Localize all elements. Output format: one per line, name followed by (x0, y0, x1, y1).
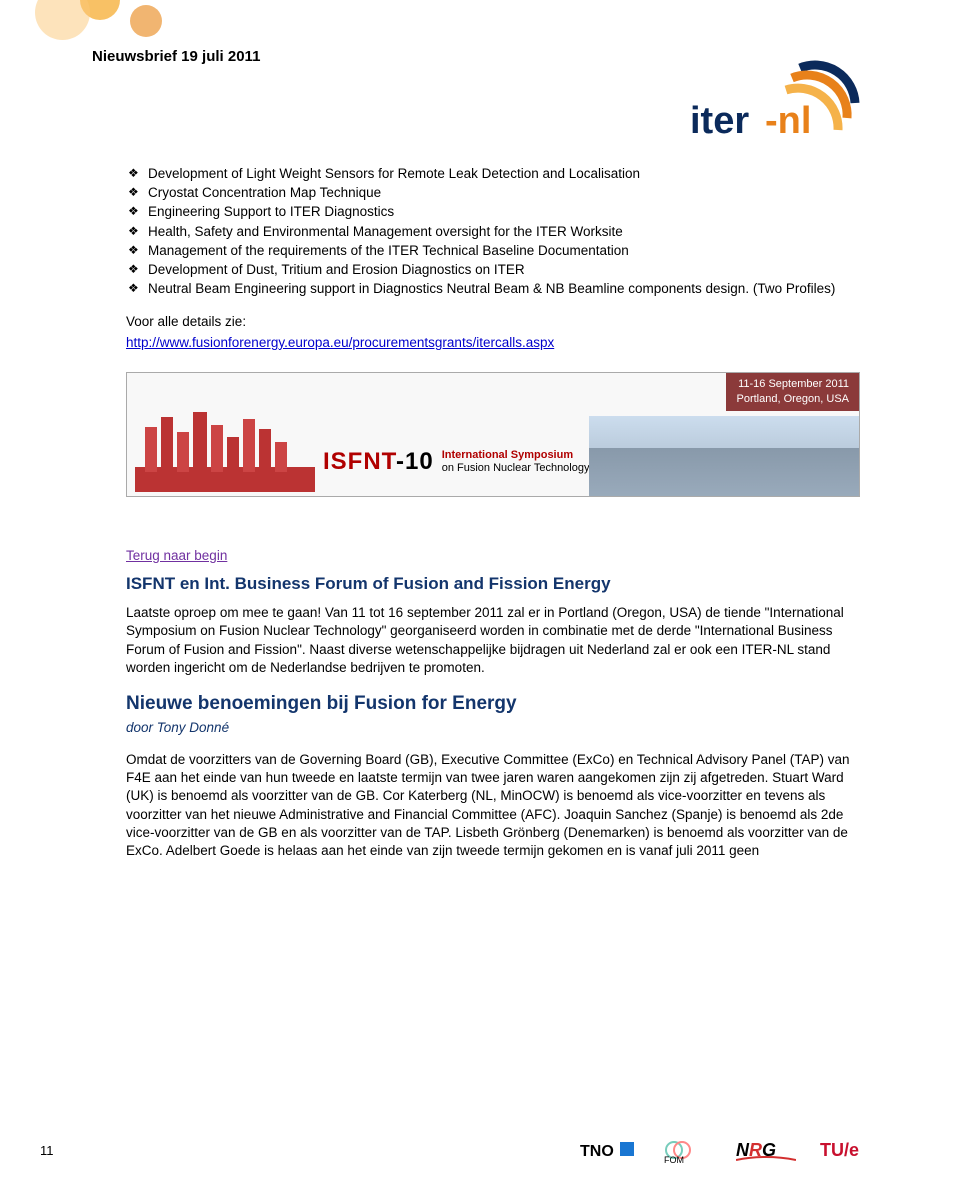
section-byline: door Tony Donné (126, 719, 860, 737)
list-item: Cryostat Concentration Map Technique (126, 184, 860, 202)
fom-logo: FOM (662, 1136, 712, 1164)
isfnt-banner: 11-16 September 2011 Portland, Oregon, U… (126, 372, 860, 497)
svg-text:-nl: -nl (765, 100, 811, 142)
details-link[interactable]: http://www.fusionforenergy.europa.eu/pro… (126, 335, 554, 350)
section-body-isfnt: Laatste oproep om mee te gaan! Van 11 to… (126, 604, 860, 677)
banner-date: 11-16 September 2011 (736, 377, 849, 392)
isfnt-black: -10 (396, 448, 434, 475)
list-item: Development of Dust, Tritium and Erosion… (126, 261, 860, 279)
svg-text:TNO: TNO (580, 1143, 614, 1160)
svg-text:iter: iter (690, 100, 749, 142)
banner-place: Portland, Oregon, USA (736, 392, 849, 407)
list-item: Health, Safety and Environmental Managem… (126, 223, 860, 241)
banner-date-strip: 11-16 September 2011 Portland, Oregon, U… (726, 373, 859, 411)
page-header: Nieuwsbrief 19 juli 2011 iter -nl (92, 38, 880, 148)
back-to-top-link[interactable]: Terug naar begin (126, 548, 227, 563)
banner-logo: ISFNT-10 International Symposium on Fusi… (323, 446, 589, 478)
banner-sub1: International Symposium (442, 449, 590, 462)
newsletter-title: Nieuwsbrief 19 juli 2011 (92, 48, 260, 65)
iter-nl-logo: iter -nl (680, 38, 880, 148)
section-body-appointments: Omdat de voorzitters van de Governing Bo… (126, 751, 860, 860)
list-item: Neutral Beam Engineering support in Diag… (126, 280, 860, 298)
page-content: Development of Light Weight Sensors for … (126, 165, 860, 868)
page-number: 11 (40, 1143, 54, 1158)
section-title-appointments: Nieuwe benoemingen bij Fusion for Energy (126, 691, 860, 717)
details-label: Voor alle details zie: (126, 313, 860, 331)
tue-logo: TU/e (820, 1136, 880, 1164)
isfnt-red: ISFNT (323, 448, 396, 475)
footer-logos: TNO FOM NRG TU/e (578, 1136, 880, 1164)
city-photo-placeholder (589, 416, 859, 496)
bullet-list: Development of Light Weight Sensors for … (126, 165, 860, 299)
tno-logo: TNO (578, 1136, 638, 1164)
list-item: Engineering Support to ITER Diagnostics (126, 203, 860, 221)
banner-sub2: on Fusion Nuclear Technology (442, 462, 590, 475)
skyline-icon (135, 407, 315, 492)
list-item: Management of the requirements of the IT… (126, 242, 860, 260)
svg-text:FOM: FOM (664, 1155, 684, 1164)
nrg-logo: NRG (736, 1136, 796, 1164)
section-title-isfnt: ISFNT en Int. Business Forum of Fusion a… (126, 573, 860, 596)
list-item: Development of Light Weight Sensors for … (126, 165, 860, 183)
svg-text:TU/e: TU/e (820, 1140, 859, 1160)
